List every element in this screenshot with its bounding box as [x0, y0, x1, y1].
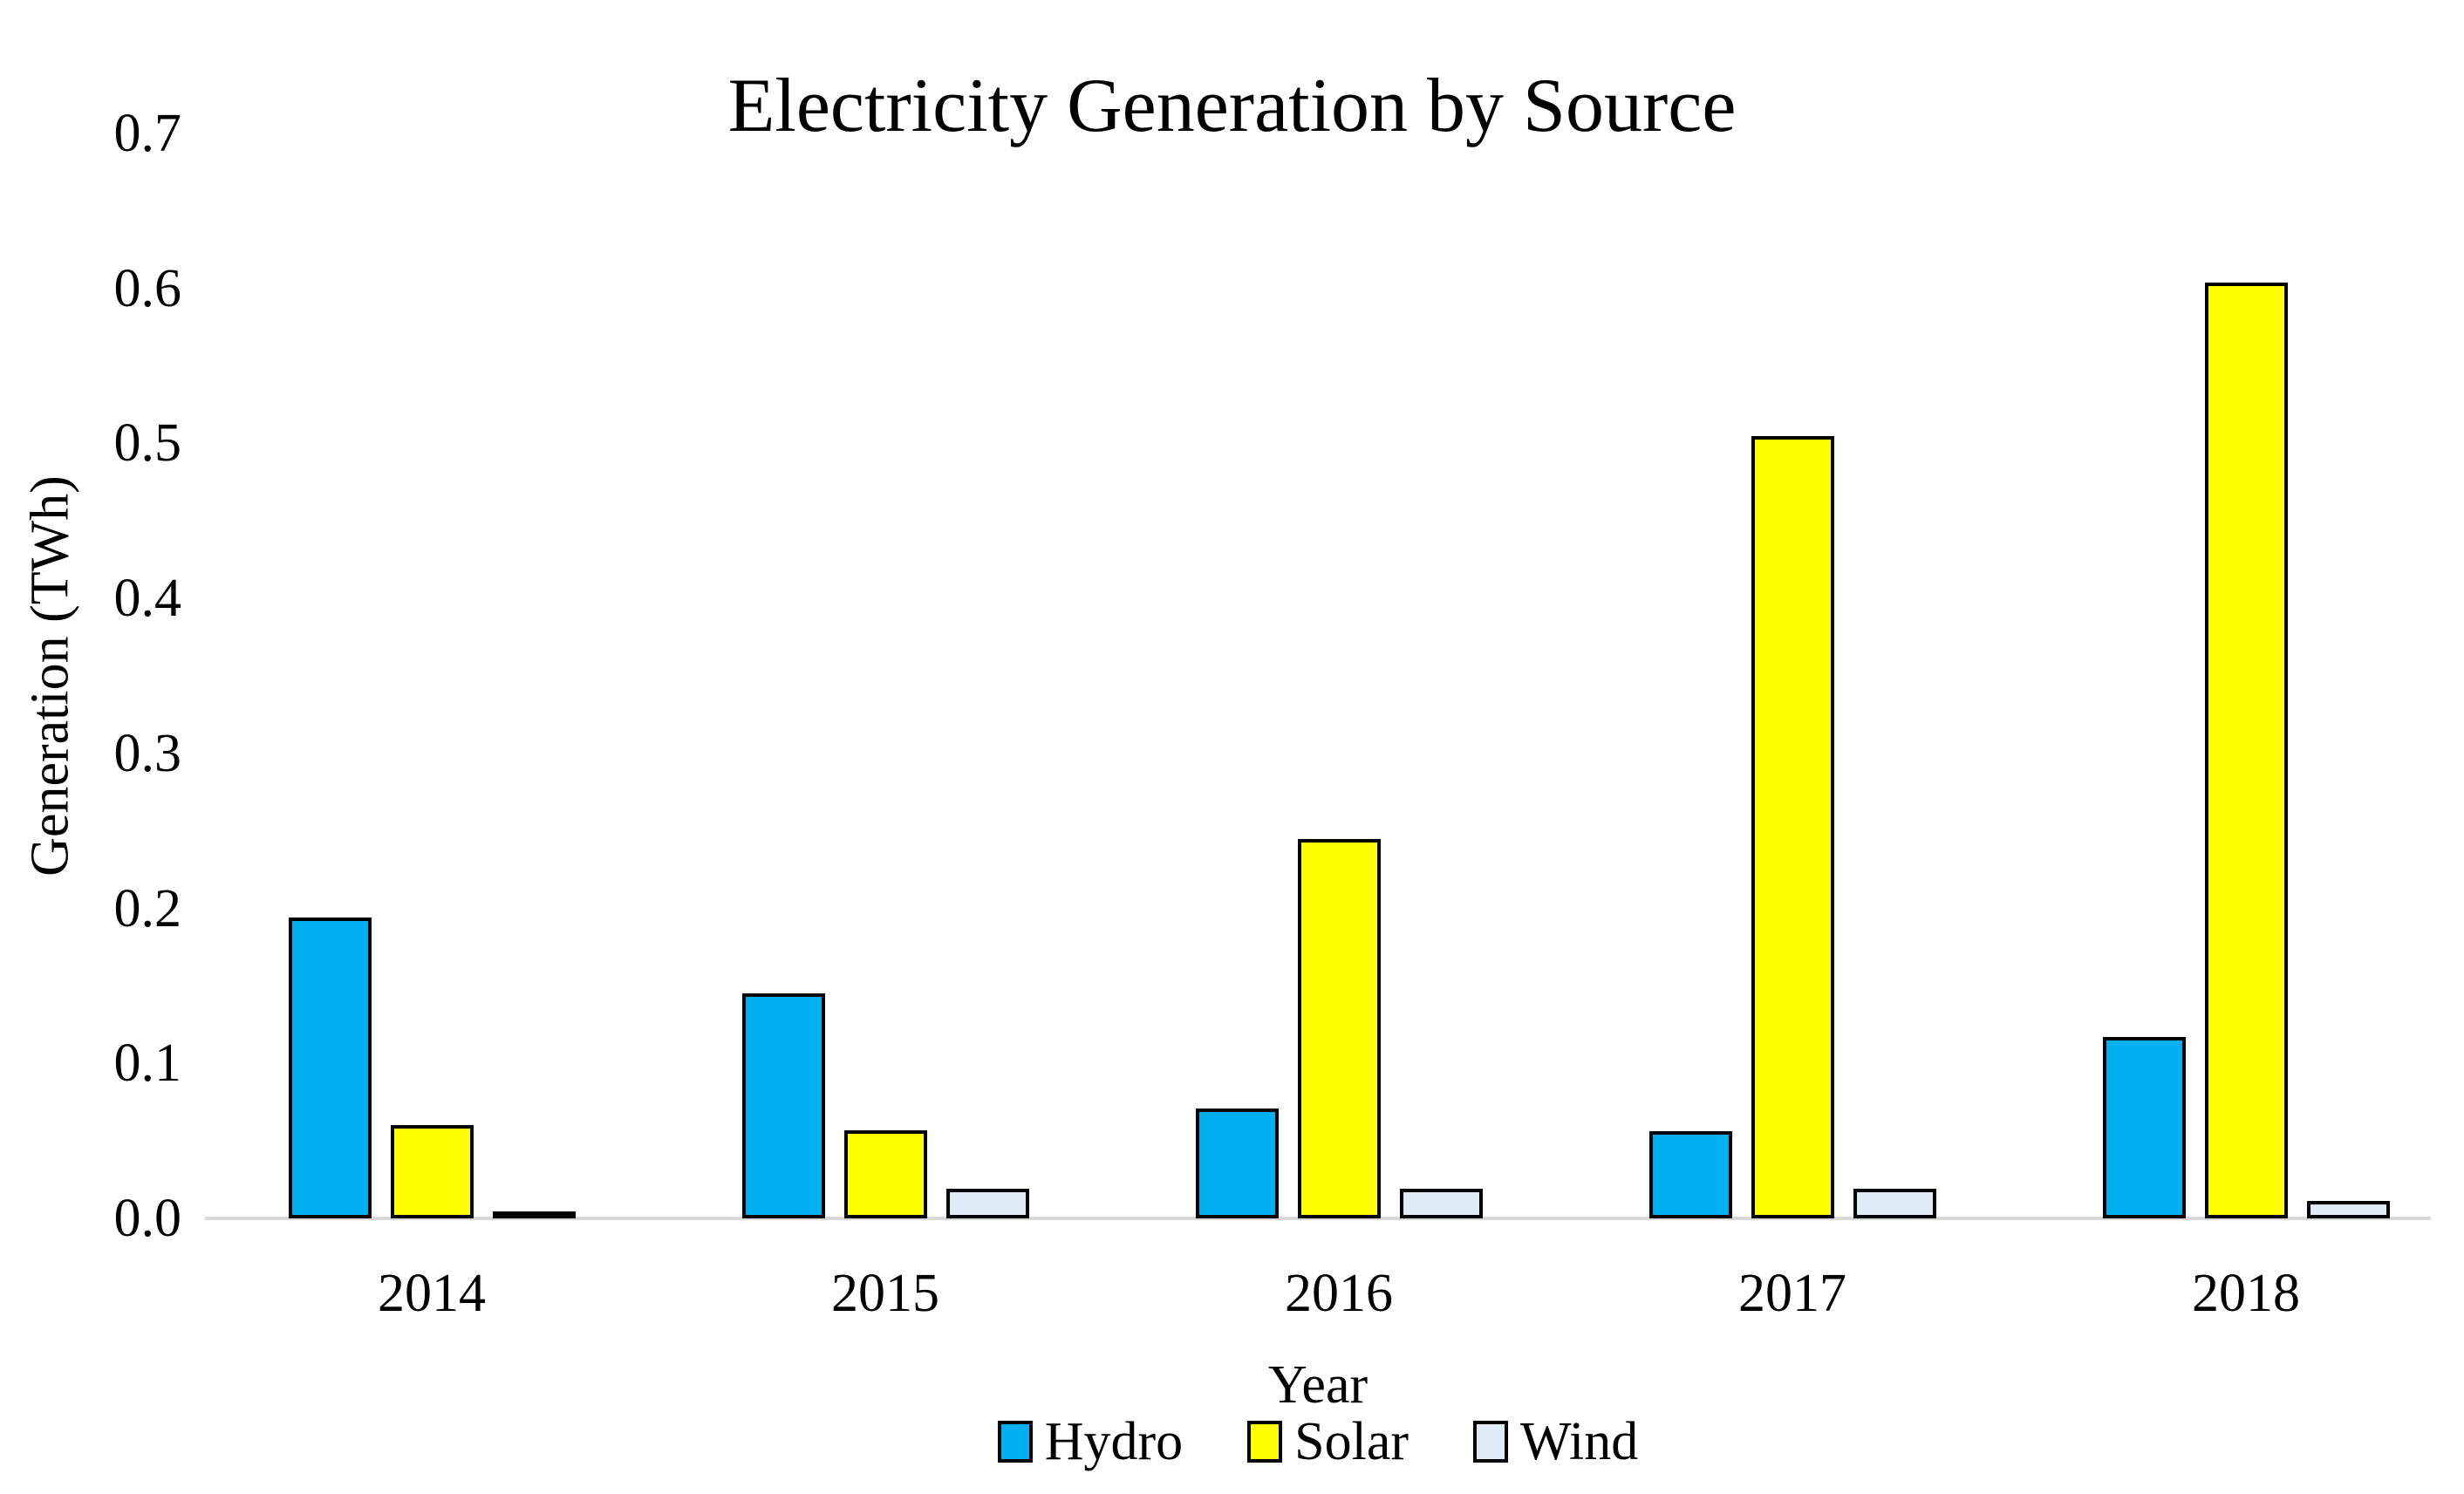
bar-solar-2017 [1751, 436, 1834, 1218]
legend-item-hydro: Hydro [997, 1412, 1184, 1471]
bar-hydro-2018 [2102, 1037, 2186, 1218]
legend-swatch-hydro [997, 1421, 1033, 1463]
bar-hydro-2015 [741, 993, 825, 1218]
bar-solar-2014 [390, 1125, 474, 1218]
y-tick-label-0.7: 0.7 [113, 104, 182, 163]
x-tick-label-2015: 2015 [831, 1264, 939, 1323]
legend-label-solar: Solar [1294, 1412, 1409, 1471]
bar-wind-2018 [2306, 1201, 2390, 1218]
bar-wind-2016 [1399, 1189, 1483, 1218]
bar-solar-2016 [1297, 839, 1381, 1218]
legend-item-solar: Solar [1247, 1415, 1409, 1469]
legend-label-hydro: Hydro [1044, 1412, 1184, 1471]
y-tick-label-0.4: 0.4 [113, 569, 182, 629]
chart-title: Electricity Generation by Source [727, 64, 1737, 148]
bar-hydro-2016 [1195, 1109, 1279, 1218]
legend-swatch-wind [1473, 1421, 1509, 1463]
y-tick-label-0.0: 0.0 [113, 1189, 182, 1248]
legend-label-wind: Wind [1520, 1412, 1639, 1471]
bar-solar-2018 [2204, 283, 2288, 1218]
y-tick-label-0.6: 0.6 [113, 258, 182, 318]
bar-wind-2014 [492, 1211, 576, 1218]
bar-solar-2015 [843, 1130, 927, 1218]
x-axis-line [205, 1217, 2431, 1220]
x-tick-label-2018: 2018 [2192, 1264, 2300, 1323]
y-tick-label-0.3: 0.3 [113, 723, 182, 783]
y-tick-label-0.5: 0.5 [113, 413, 182, 474]
x-tick-label-2016: 2016 [1285, 1264, 1393, 1323]
y-axis-title: Generation (TWh) [20, 475, 80, 877]
x-tick-label-2014: 2014 [378, 1264, 486, 1323]
bar-hydro-2017 [1648, 1131, 1732, 1218]
y-tick-label-0.1: 0.1 [113, 1034, 182, 1094]
x-tick-label-2017: 2017 [1738, 1264, 1846, 1323]
legend-swatch-solar [1247, 1421, 1283, 1463]
bar-wind-2015 [945, 1189, 1029, 1218]
x-axis-title: Year [1267, 1355, 1369, 1415]
bar-hydro-2014 [288, 918, 372, 1218]
legend-item-wind: Wind [1473, 1415, 1638, 1469]
plot-area [205, 133, 2431, 1220]
bar-wind-2017 [1853, 1189, 1936, 1218]
legend: Hydro Solar Wind [205, 1415, 2431, 1469]
y-tick-label-0.2: 0.2 [113, 878, 182, 938]
